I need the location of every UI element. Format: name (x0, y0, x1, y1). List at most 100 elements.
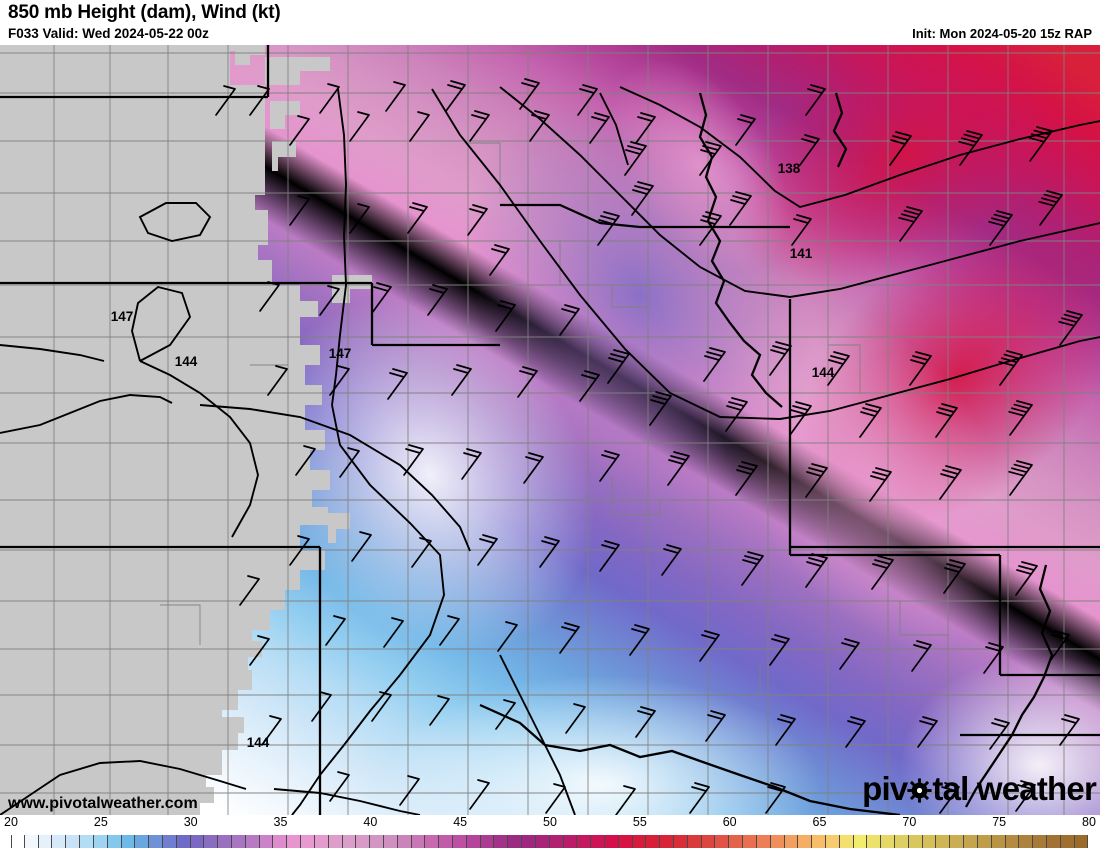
colorbar-swatch (922, 835, 937, 848)
colorbar-swatch (756, 835, 771, 848)
contour-label-text: 147 (111, 309, 134, 324)
colorbar-swatch (11, 835, 25, 848)
jet-ridge-blob (610, 58, 790, 272)
colorbar-swatch (24, 835, 39, 848)
colorbar-swatch (867, 835, 882, 848)
map-header: 850 mb Height (dam), Wind (kt) F033 Vali… (0, 0, 1100, 45)
colorbar-swatch (825, 835, 840, 848)
colorbar-swatch (1033, 835, 1047, 848)
colorbar-swatch (812, 835, 826, 848)
contour-label-text: 138 (778, 161, 801, 176)
colorbar-swatch (52, 835, 67, 848)
colorbar-swatch (977, 835, 992, 848)
colorbar-swatch (563, 835, 578, 848)
colorbar-swatch (245, 835, 260, 848)
colorbar-swatch (439, 835, 453, 848)
colorbar-swatch (480, 835, 495, 848)
colorbar-swatch (784, 835, 799, 848)
logo-text-part2: tal weather (932, 770, 1096, 807)
colorbar-swatch (453, 835, 467, 848)
colorbar-swatch (66, 835, 81, 848)
colorbar-swatch (674, 835, 688, 848)
colorbar-swatch (121, 835, 136, 848)
page-title: 850 mb Height (dam), Wind (kt) (8, 2, 281, 23)
contour-label: 147 (329, 346, 352, 361)
website-url[interactable]: www.pivotalweather.com (8, 795, 198, 812)
colorbar-swatch (715, 835, 730, 848)
contour-label: 144 (247, 735, 270, 750)
colorbar-swatch (632, 835, 647, 848)
colorbar-swatch (660, 835, 674, 848)
colorbar-swatch (328, 835, 343, 848)
colorbar-swatch (743, 835, 757, 848)
colorbar-swatch (176, 835, 191, 848)
contour-label: 138 (778, 161, 801, 176)
contour-label-text: 144 (247, 735, 270, 750)
contour-label-text: 147 (329, 346, 352, 361)
colorbar-swatch (1005, 835, 1020, 848)
colorbar-swatch (895, 835, 909, 848)
colorbar-swatch (839, 835, 854, 848)
colorbar-swatch (1019, 835, 1034, 848)
contour-label: 147 (111, 309, 134, 324)
colorbar-swatch (466, 835, 481, 848)
colorbar-tick-40: 40 (363, 815, 378, 829)
colorbar-swatches (11, 835, 1089, 848)
colorbar-tick-45: 45 (453, 815, 468, 829)
contour-label-text: 144 (812, 365, 835, 380)
colorbar-swatch (950, 835, 965, 848)
colorbar-tick-20: 20 (4, 815, 18, 829)
colorbar-swatch (93, 835, 108, 848)
colorbar-tick-25: 25 (93, 815, 108, 829)
colorbar-swatch (287, 835, 302, 848)
colorbar-swatch (908, 835, 923, 848)
colorbar-swatch (314, 835, 329, 848)
county-boundaries (0, 45, 1100, 815)
colorbar-swatch (798, 835, 813, 848)
colorbar-swatch (301, 835, 315, 848)
contour-label-text: 141 (790, 246, 813, 261)
colorbar-swatch (577, 835, 592, 848)
colorbar-tick-30: 30 (183, 815, 198, 829)
map-canvas[interactable]: 147 147 144 144 138 141 (0, 45, 1100, 815)
colorbar-swatch (618, 835, 633, 848)
colorbar-tick-labels: 20 25 30 35 40 45 50 55 60 65 70 75 80 (0, 815, 1100, 833)
colorbar-swatch (1046, 835, 1061, 848)
colorbar-swatch (80, 835, 94, 848)
map-svg: 147 147 144 144 138 141 (0, 45, 1100, 815)
colorbar-swatch (232, 835, 246, 848)
colorbar-swatch (1060, 835, 1075, 848)
gear-icon (907, 778, 932, 803)
colorbar-swatch (522, 835, 536, 848)
colorbar-swatch (218, 835, 232, 848)
colorbar-swatch (1074, 835, 1089, 848)
colorbar-swatch (604, 835, 619, 848)
colorbar-swatch (425, 835, 440, 848)
nodata-mask (0, 45, 372, 815)
contour-label: 141 (790, 246, 813, 261)
colorbar-swatch (701, 835, 716, 848)
colorbar-swatch (411, 835, 426, 848)
colorbar-swatch (729, 835, 744, 848)
colorbar-tick-65: 65 (812, 815, 827, 829)
colorbar-legend[interactable]: 20 25 30 35 40 45 50 55 60 65 70 75 80 (0, 815, 1100, 850)
colorbar-swatch (273, 835, 288, 848)
colorbar-swatch (853, 835, 868, 848)
colorbar-swatch (107, 835, 122, 848)
colorbar-swatch (38, 835, 53, 848)
contour-label-text: 144 (175, 354, 198, 369)
contour-label: 144 (175, 354, 198, 369)
colorbar-swatch (383, 835, 398, 848)
contour-label: 144 (812, 365, 835, 380)
colorbar-swatch (936, 835, 951, 848)
colorbar-tick-35: 35 (273, 815, 288, 829)
pivotal-weather-logo[interactable]: piv tal weather (862, 770, 1097, 807)
state-boundaries (0, 45, 1100, 815)
colorbar-tick-80: 80 (1082, 815, 1096, 829)
colorbar-swatch (549, 835, 564, 848)
colorbar-swatch (535, 835, 550, 848)
colorbar-swatch (991, 835, 1006, 848)
jet-ridge-blob (718, 297, 1022, 653)
colorbar-swatch (204, 835, 219, 848)
